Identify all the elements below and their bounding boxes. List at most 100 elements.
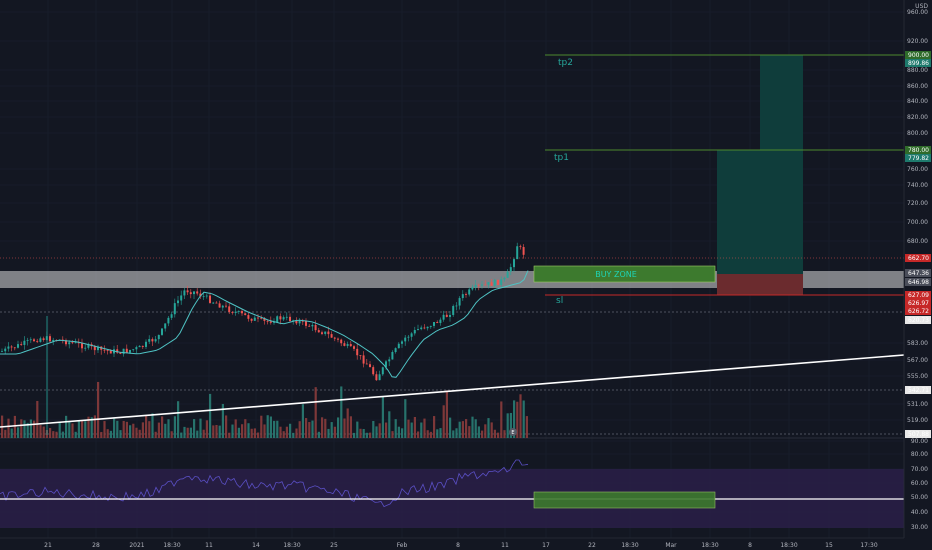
candle-body — [17, 344, 19, 348]
volume-bar — [103, 421, 106, 438]
candle-body — [141, 345, 144, 347]
candle-body — [212, 302, 215, 304]
volume-bar — [330, 422, 333, 438]
earnings-marker-icon[interactable] — [509, 428, 517, 436]
candle-body — [193, 291, 195, 295]
volume-bar — [49, 428, 52, 438]
volume-bar — [445, 390, 448, 438]
time-tick-label: Feb — [397, 542, 408, 549]
time-tick-label: Mar — [665, 542, 677, 549]
volume-bar — [391, 431, 394, 438]
volume-bar — [474, 419, 477, 438]
candle-body — [157, 334, 160, 340]
candle-body — [1, 351, 3, 353]
stop-zone[interactable] — [717, 274, 803, 295]
volume-bar — [327, 428, 330, 438]
rsi-line — [0, 459, 529, 508]
candle-body — [449, 314, 451, 317]
candle-body — [359, 355, 362, 357]
price-badge-label: 507.88 — [908, 431, 929, 438]
time-tick-label: 22 — [588, 542, 596, 549]
candle-body — [381, 367, 384, 375]
price-badge-label: 647.36 — [908, 270, 929, 277]
volume-bar — [468, 426, 471, 438]
volume-bar — [522, 400, 525, 438]
rsi-buy-zone[interactable] — [533, 491, 716, 509]
volume-bar — [84, 421, 87, 438]
volume-bar — [449, 417, 452, 438]
volume-bar — [186, 427, 189, 438]
candle-body — [327, 331, 330, 335]
candle-body — [484, 284, 487, 286]
volume-bar — [305, 418, 308, 438]
time-tick-label: 18:30 — [780, 542, 797, 549]
volume-bar — [269, 416, 272, 438]
candlesticks[interactable] — [1, 242, 525, 435]
volume-bar — [74, 431, 77, 438]
candle-body — [273, 322, 275, 324]
candle-body — [509, 267, 512, 272]
candle-body — [487, 282, 490, 285]
volume-bar — [426, 430, 429, 438]
volume-bar — [26, 422, 29, 438]
candle-body — [269, 321, 272, 323]
volume-bar — [228, 432, 231, 438]
candle-body — [439, 319, 442, 323]
volume-bar — [455, 428, 458, 438]
candle-body — [109, 350, 112, 354]
time-axis[interactable] — [0, 538, 904, 550]
volume-bar — [484, 424, 487, 438]
time-tick-label: 15 — [825, 542, 833, 549]
price-tick-label: 740.00 — [907, 182, 928, 189]
candle-body — [173, 303, 176, 315]
volume-bar — [471, 416, 474, 438]
candle-body — [503, 277, 506, 280]
candle-body — [330, 334, 333, 338]
volume-bar — [439, 428, 442, 438]
candle-body — [285, 316, 288, 318]
volume-bar — [279, 426, 282, 438]
candle-body — [452, 306, 455, 315]
candle-body — [356, 348, 359, 356]
volume-bar — [13, 415, 16, 438]
volume-bar — [506, 413, 509, 438]
volume-bar — [141, 422, 144, 438]
target-zone-2[interactable] — [760, 55, 803, 151]
candle-body — [93, 346, 96, 351]
volume-bar — [55, 431, 58, 438]
volume-bar — [42, 426, 45, 438]
candle-body — [445, 314, 448, 317]
candle-body — [343, 343, 346, 346]
target-zone[interactable] — [717, 150, 803, 274]
candle-body — [314, 324, 317, 331]
volume-bar — [362, 429, 365, 438]
candle-body — [244, 313, 247, 316]
candle-body — [311, 324, 314, 327]
volume-bar — [481, 430, 484, 438]
candle-body — [119, 352, 122, 354]
candle-body — [257, 317, 259, 319]
candle-body — [132, 349, 135, 351]
price-badge — [905, 430, 931, 438]
volume-bar — [132, 423, 135, 438]
candle-body — [183, 290, 186, 296]
candle-body — [13, 347, 16, 349]
volume-bar — [365, 432, 368, 438]
volume-bar — [61, 431, 64, 438]
trendline[interactable] — [0, 354, 905, 428]
candle-body — [465, 294, 467, 295]
buy-zone[interactable] — [533, 265, 716, 283]
volume-bar — [71, 423, 74, 438]
price-badge-label: 626.97 — [908, 300, 929, 307]
candle-body — [378, 374, 381, 381]
candle-body — [490, 282, 493, 286]
price-tick-label: 583.00 — [907, 340, 928, 347]
volume-bar — [346, 408, 349, 438]
candle-body — [154, 339, 157, 342]
volume-bar — [212, 425, 215, 438]
time-tick-label: 28 — [92, 542, 100, 549]
volume-bar — [295, 428, 298, 438]
volume-bar — [513, 400, 516, 438]
